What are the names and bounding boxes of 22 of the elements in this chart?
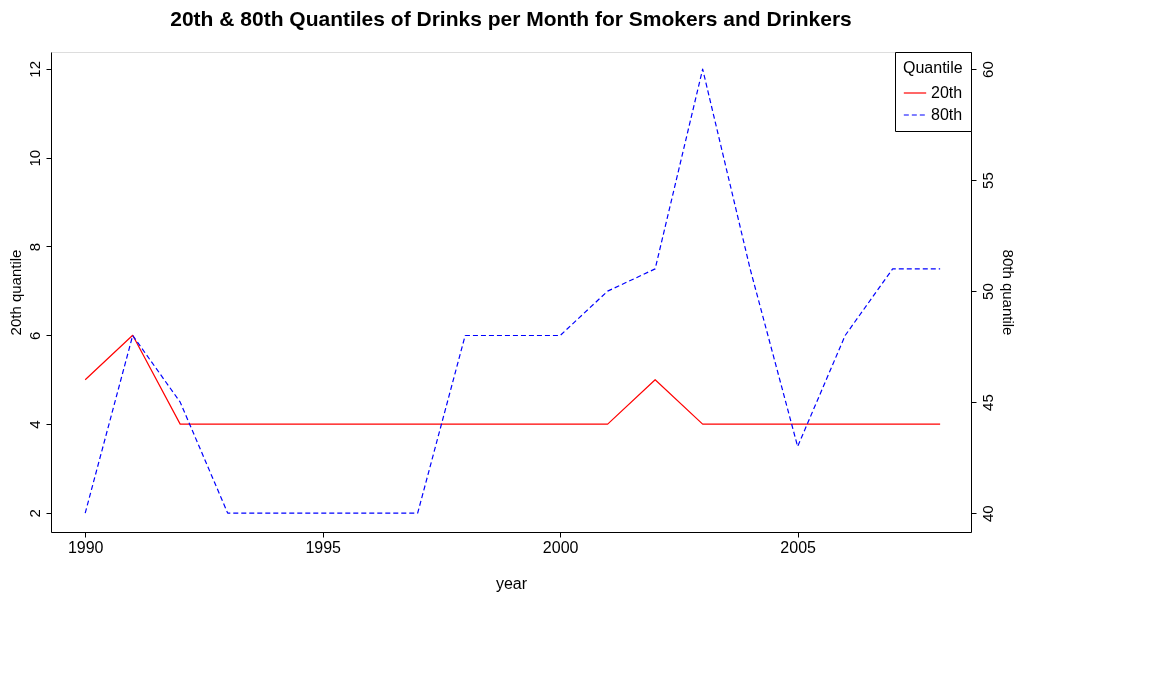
x-tick-label: 1990 (67, 538, 104, 556)
legend-title: Quantile (903, 59, 963, 76)
y-axis-title: 20th quantile (6, 249, 24, 336)
y2-axis-title: 80th quantile (999, 249, 1017, 336)
x-axis-title: year (495, 574, 528, 592)
y2-tick-label: 60 (978, 61, 996, 78)
y-tick-label: 6 (25, 331, 43, 340)
legend-label: 20th (931, 84, 963, 101)
x-tick-label: 2005 (780, 538, 817, 556)
y2-tick-label: 45 (978, 394, 996, 411)
y2-tick-label: 50 (978, 283, 996, 300)
y-tick-label: 12 (25, 61, 43, 78)
y-tick-label: 8 (25, 242, 43, 252)
y2-tick-label: 40 (978, 505, 996, 522)
y2-tick-label: 55 (978, 172, 996, 189)
y-tick-label: 2 (25, 509, 43, 518)
legend-label: 80th (931, 106, 963, 123)
x-tick-label: 1995 (305, 538, 342, 556)
x-tick-label: 2000 (542, 538, 579, 556)
y-tick-label: 10 (25, 149, 43, 167)
chart-title: 20th & 80th Quantiles of Drinks per Month for Smokers and Drinkers (170, 6, 852, 30)
y-tick-label: 4 (25, 420, 43, 429)
